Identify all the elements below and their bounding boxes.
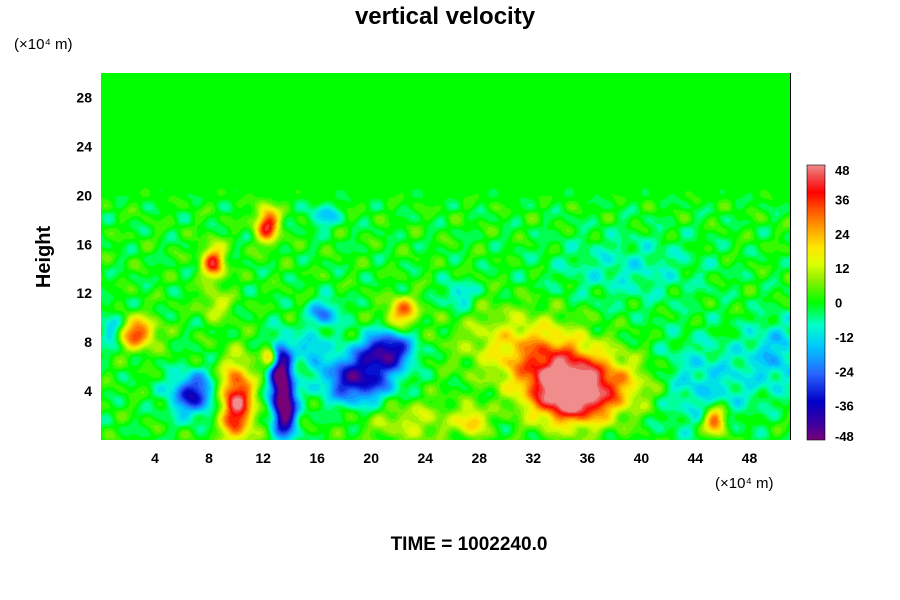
colorbar-tick-label: -48 bbox=[835, 429, 854, 444]
x-tick-label: 36 bbox=[580, 450, 596, 466]
x-tick-label: 44 bbox=[688, 450, 704, 466]
x-tick-label: 4 bbox=[151, 450, 159, 466]
colorbar-tick-label: -36 bbox=[835, 399, 854, 414]
colorbar-tick-label: 36 bbox=[835, 192, 849, 207]
x-tick-label: 20 bbox=[363, 450, 379, 466]
y-tick-label: 12 bbox=[76, 285, 92, 301]
time-label: TIME = 1002240.0 bbox=[391, 534, 548, 555]
heatmap-image bbox=[101, 73, 790, 440]
x-tick-label: 16 bbox=[309, 450, 325, 466]
x-tick-label: 8 bbox=[205, 450, 213, 466]
y-axis-label: Height bbox=[33, 226, 55, 289]
colorbar-tick-labels: 48 36 24 12 0 -12 -24 -36 -48 bbox=[835, 163, 855, 444]
colorbar-tick-label: -24 bbox=[835, 364, 855, 379]
x-tick-labels: 4 8 12 16 20 24 28 32 36 40 44 48 bbox=[151, 450, 757, 466]
colorbar-tick-label: 48 bbox=[835, 163, 849, 178]
x-tick-label: 12 bbox=[255, 450, 271, 466]
x-tick-label: 48 bbox=[742, 450, 758, 466]
colorbar-tick-label: 0 bbox=[835, 296, 842, 311]
y-tick-label: 16 bbox=[76, 236, 92, 252]
x-tick-label: 24 bbox=[417, 450, 433, 466]
y-tick-labels: 4 8 12 16 20 24 28 bbox=[76, 89, 92, 399]
x-unit-label: (×10⁴ m) bbox=[715, 475, 774, 492]
y-unit-label: (×10⁴ m) bbox=[14, 36, 73, 53]
chart-title: vertical velocity bbox=[355, 3, 536, 30]
y-tick-label: 28 bbox=[76, 89, 92, 105]
x-tick-label: 40 bbox=[634, 450, 650, 466]
x-tick-label: 32 bbox=[526, 450, 542, 466]
y-tick-label: 24 bbox=[76, 138, 92, 154]
colorbar bbox=[806, 164, 826, 441]
colorbar-tick-label: 12 bbox=[835, 261, 849, 276]
colorbar-tick-label: -12 bbox=[835, 330, 854, 345]
y-tick-label: 8 bbox=[84, 334, 92, 350]
x-tick-label: 28 bbox=[471, 450, 487, 466]
y-tick-label: 4 bbox=[84, 383, 92, 399]
y-tick-label: 20 bbox=[76, 187, 92, 203]
colorbar-tick-label: 24 bbox=[835, 227, 850, 242]
